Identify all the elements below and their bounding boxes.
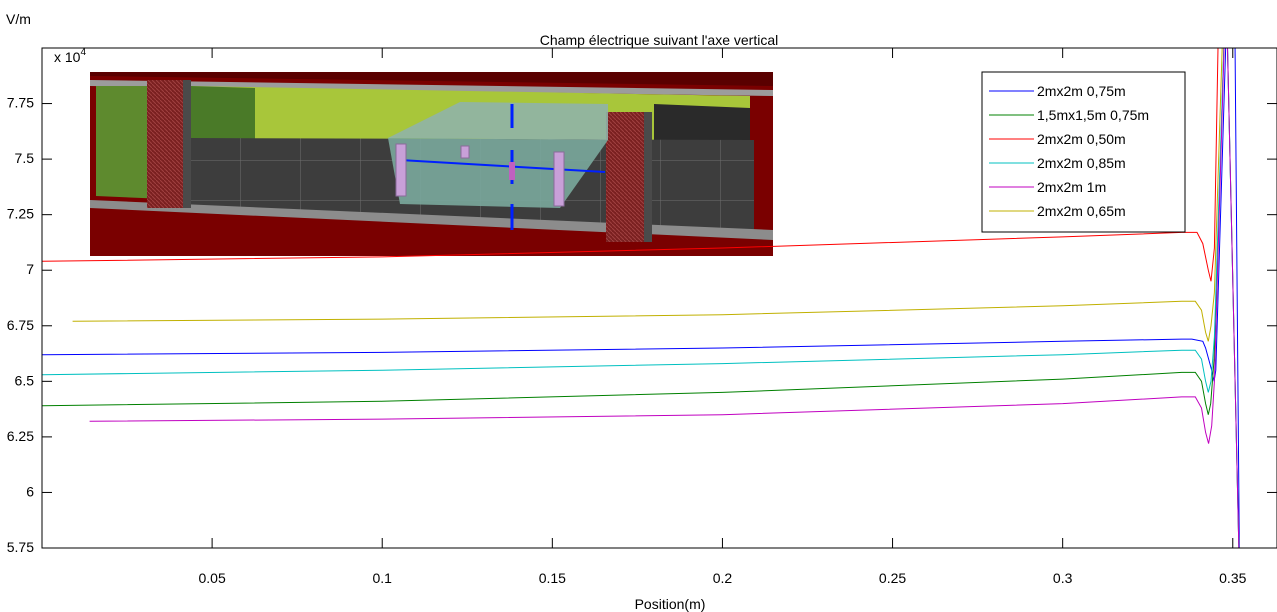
x-tick-label: 0.1: [372, 570, 392, 586]
legend-box: [981, 71, 1186, 233]
x-tick-label: 0.15: [539, 570, 566, 586]
x-tick-label: 0.25: [879, 570, 906, 586]
series-line-1: [42, 48, 1240, 548]
series-line-2: [42, 48, 1240, 548]
legend-label-4: 2mx2m 0,85m: [1037, 155, 1126, 171]
y-axis-ticks: 5.75 6 6.25 6.5 6.75 7 7.25 7.5 7.75: [7, 95, 1277, 555]
series-layer: [42, 48, 1240, 548]
inset-3d-model-image: [90, 72, 773, 256]
y-tick-label: 7: [26, 261, 34, 277]
x-tick-label: 0.05: [198, 570, 225, 586]
series-line-3: [42, 48, 1219, 282]
plot-area-frame: [41, 47, 1277, 549]
legend: 2mx2m 0,75m 1,5mx1,5m 0,75m 2mx2m 0,50m 2mx…: [981, 71, 1186, 233]
legend-label-6: 2mx2m 0,65m: [1037, 203, 1126, 219]
legend-label-1: 2mx2m 0,75m: [1037, 83, 1126, 99]
legend-label-3: 2mx2m 0,50m: [1037, 131, 1126, 147]
series-line-4: [42, 48, 1240, 548]
chart-title: Champ électrique suivant l'axe vertical: [540, 32, 778, 48]
x-tick-label: 0.3: [1053, 570, 1073, 586]
y-axis-label: V/m: [6, 11, 31, 27]
y-tick-label: 7.25: [7, 206, 34, 222]
legend-label-5: 2mx2m 1m: [1037, 179, 1106, 195]
legend-items: 2mx2m 0,75m 1,5mx1,5m 0,75m 2mx2m 0,50m 2mx…: [989, 83, 1149, 219]
y-tick-label: 6.25: [7, 428, 34, 444]
y-tick-label: 5.75: [7, 539, 34, 555]
series-line-6: [72, 48, 1223, 342]
y-tick-label: 6.75: [7, 317, 34, 333]
y-multiplier: x 104: [54, 47, 86, 65]
x-axis-label: Position(m): [635, 596, 706, 612]
y-tick-label: 7.75: [7, 95, 34, 111]
y-tick-label: 6.5: [15, 372, 35, 388]
x-axis-ticks: 0.05 0.1 0.15 0.2 0.25 0.3 0.35: [198, 48, 1247, 586]
y-multiplier-exponent: 4: [80, 47, 86, 58]
x-tick-label: 0.2: [713, 570, 733, 586]
series-line-5: [89, 48, 1240, 548]
legend-label-2: 1,5mx1,5m 0,75m: [1037, 107, 1149, 123]
y-tick-label: 7.5: [15, 150, 35, 166]
x-tick-label: 0.35: [1219, 570, 1246, 586]
y-tick-label: 6: [26, 483, 34, 499]
